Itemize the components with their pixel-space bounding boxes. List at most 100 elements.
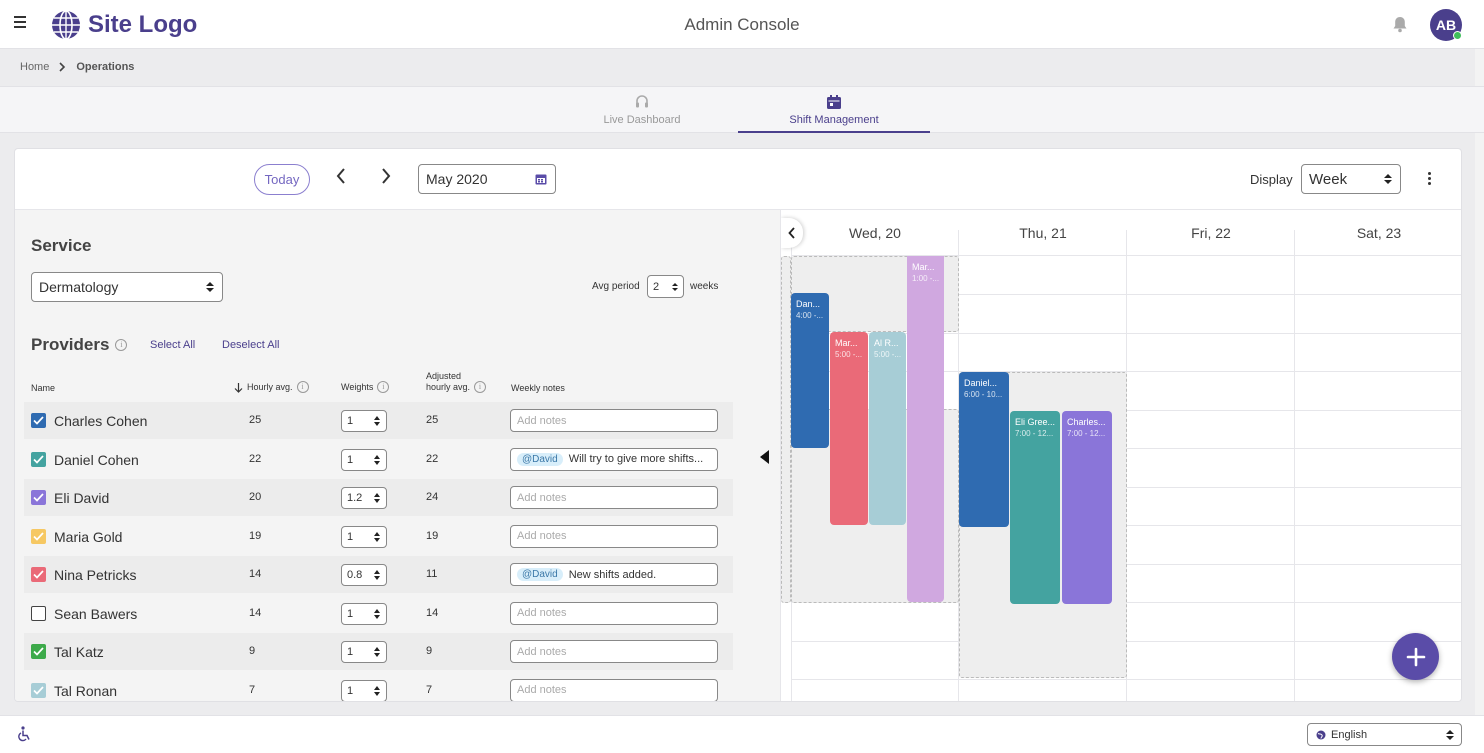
provider-checkbox[interactable] <box>31 682 46 698</box>
day-header-fri: Fri, 22 <box>1127 210 1295 256</box>
providers-title: Providers i <box>31 335 128 355</box>
info-icon[interactable]: i <box>474 381 487 393</box>
provider-row: Nina Petricks 14 0.8 11 @David New shifts… <box>24 556 733 593</box>
shift-event[interactable]: Mar... 1:00 -... <box>907 256 944 602</box>
today-button[interactable]: Today <box>254 164 310 195</box>
tab-shift-management[interactable]: Shift Management <box>738 87 930 133</box>
bell-icon[interactable] <box>1392 16 1408 33</box>
shift-event[interactable]: Eli Gree... 7:00 - 12... <box>1010 411 1060 604</box>
avatar[interactable]: AB <box>1430 9 1462 41</box>
more-options-icon[interactable] <box>1428 172 1432 187</box>
provider-checkbox[interactable] <box>31 567 46 582</box>
weekly-notes-input[interactable]: @David New shifts added. <box>510 563 718 586</box>
month-picker[interactable]: May 2020 <box>418 164 556 194</box>
shift-event[interactable]: Daniel... 6:00 - 10... <box>959 372 1009 527</box>
column-header-label: Adjusted hourly avg. <box>426 371 470 393</box>
shift-event[interactable]: Al R... 5:00 -... <box>869 332 906 525</box>
select-arrows-icon <box>206 282 214 292</box>
weight-select[interactable]: 1 <box>341 679 387 701</box>
provider-name: Eli David <box>54 490 110 506</box>
day-header-thu: Thu, 21 <box>959 210 1127 256</box>
breadcrumb-home[interactable]: Home <box>20 61 50 73</box>
mention-tag[interactable]: @David <box>517 568 563 581</box>
info-icon[interactable]: i <box>296 381 309 393</box>
language-select[interactable]: English <box>1307 723 1462 746</box>
chevron-left-icon[interactable] <box>335 167 347 185</box>
menu-icon[interactable] <box>14 16 28 30</box>
shift-name: Al R... <box>874 338 899 348</box>
note-placeholder: Add notes <box>517 530 567 542</box>
column-header-weights[interactable]: Weights i <box>341 381 390 393</box>
collapse-panel-icon[interactable] <box>760 450 769 464</box>
provider-checkbox[interactable] <box>31 528 46 544</box>
hour-gridline <box>791 371 1461 372</box>
weekly-notes-input[interactable]: Add notes <box>510 486 718 509</box>
weekly-notes-input[interactable]: Add notes <box>510 524 718 548</box>
mention-tag[interactable]: @David <box>517 452 563 466</box>
online-status-indicator <box>1453 31 1462 40</box>
top-bar: Site Logo Admin Console AB <box>0 0 1484 49</box>
provider-row: Tal Katz 9 1 9 Add notes <box>24 633 733 670</box>
calendar-toolbar: Today May 2020 Display Week <box>15 149 1461 210</box>
provider-checkbox[interactable] <box>31 605 46 621</box>
select-arrows-icon <box>374 608 380 619</box>
adjusted-line-2: hourly avg. <box>426 382 471 392</box>
deselect-all-link[interactable]: Deselect All <box>222 339 280 351</box>
weight-select[interactable]: 1 <box>341 410 387 432</box>
note-placeholder: Add notes <box>517 645 567 658</box>
weight-select[interactable]: 1.2 <box>341 487 387 509</box>
tab-label: Shift Management <box>789 114 879 126</box>
shift-management-card: Today May 2020 Display Week Service Derm… <box>14 148 1462 702</box>
info-icon[interactable]: i <box>377 381 390 393</box>
accessibility-icon[interactable] <box>18 726 32 742</box>
shift-event[interactable]: Mar... 5:00 -... <box>830 332 868 525</box>
shift-event[interactable]: Dan... 4:00 -... <box>791 293 829 448</box>
calendar-prev-button[interactable] <box>781 218 803 248</box>
column-header-notes: Weekly notes <box>511 383 565 394</box>
provider-checkbox[interactable] <box>31 413 46 428</box>
weight-select[interactable]: 1 <box>341 525 387 548</box>
weekly-notes-input[interactable]: @David Will try to give more shifts... <box>510 447 718 471</box>
weight-select[interactable]: 1 <box>341 448 387 471</box>
page-scrollbar[interactable] <box>1475 0 1484 715</box>
select-all-link[interactable]: Select All <box>150 339 196 351</box>
shift-time: 4:00 -... <box>796 311 824 320</box>
weight-select[interactable]: 0.8 <box>341 564 387 586</box>
avg-period-value: 2 <box>653 280 660 293</box>
column-header-adjusted[interactable]: Adjusted hourly avg. i <box>426 371 487 393</box>
column-header-hourly[interactable]: Hourly avg. i <box>234 381 309 393</box>
avg-period-select[interactable]: 2 <box>647 275 684 298</box>
chevron-right-icon[interactable] <box>380 167 392 185</box>
adjusted-hourly-avg: 24 <box>426 491 439 503</box>
weekly-notes-input[interactable]: Add notes <box>510 640 718 663</box>
weight-select[interactable]: 1 <box>341 641 387 663</box>
tab-live-dashboard[interactable]: Live Dashboard <box>546 87 738 133</box>
note-text: New shifts added. <box>568 568 657 581</box>
provider-checkbox[interactable] <box>31 451 46 467</box>
column-header-name[interactable]: Name <box>31 383 55 394</box>
weight-value: 1 <box>347 530 354 543</box>
calendar-icon[interactable] <box>535 173 547 185</box>
provider-row: Charles Cohen 25 1 25 Add notes <box>24 402 733 439</box>
checkmark-icon <box>33 531 44 541</box>
weight-value: 1.2 <box>347 492 363 504</box>
info-icon[interactable]: i <box>115 339 128 351</box>
display-select[interactable]: Week <box>1301 164 1401 194</box>
site-logo[interactable]: Site Logo <box>50 9 197 41</box>
weight-select[interactable]: 1 <box>341 602 387 625</box>
select-arrows-icon <box>1384 174 1392 184</box>
tab-label: Live Dashboard <box>603 114 681 126</box>
weekly-notes-input[interactable]: Add notes <box>510 601 718 625</box>
hourly-avg: 14 <box>249 606 262 619</box>
select-arrows-icon <box>374 416 380 426</box>
checkmark-icon <box>33 493 44 502</box>
add-shift-button[interactable] <box>1392 633 1439 680</box>
shift-event[interactable]: Charles... 7:00 - 12... <box>1062 411 1112 604</box>
column-header-label: Weekly notes <box>511 383 565 393</box>
provider-checkbox[interactable] <box>31 490 46 505</box>
service-select[interactable]: Dermatology <box>31 272 223 302</box>
provider-checkbox[interactable] <box>31 644 46 659</box>
select-arrows-icon <box>672 282 678 291</box>
weekly-notes-input[interactable]: Add notes <box>510 409 718 432</box>
weekly-notes-input[interactable]: Add notes <box>510 678 718 701</box>
